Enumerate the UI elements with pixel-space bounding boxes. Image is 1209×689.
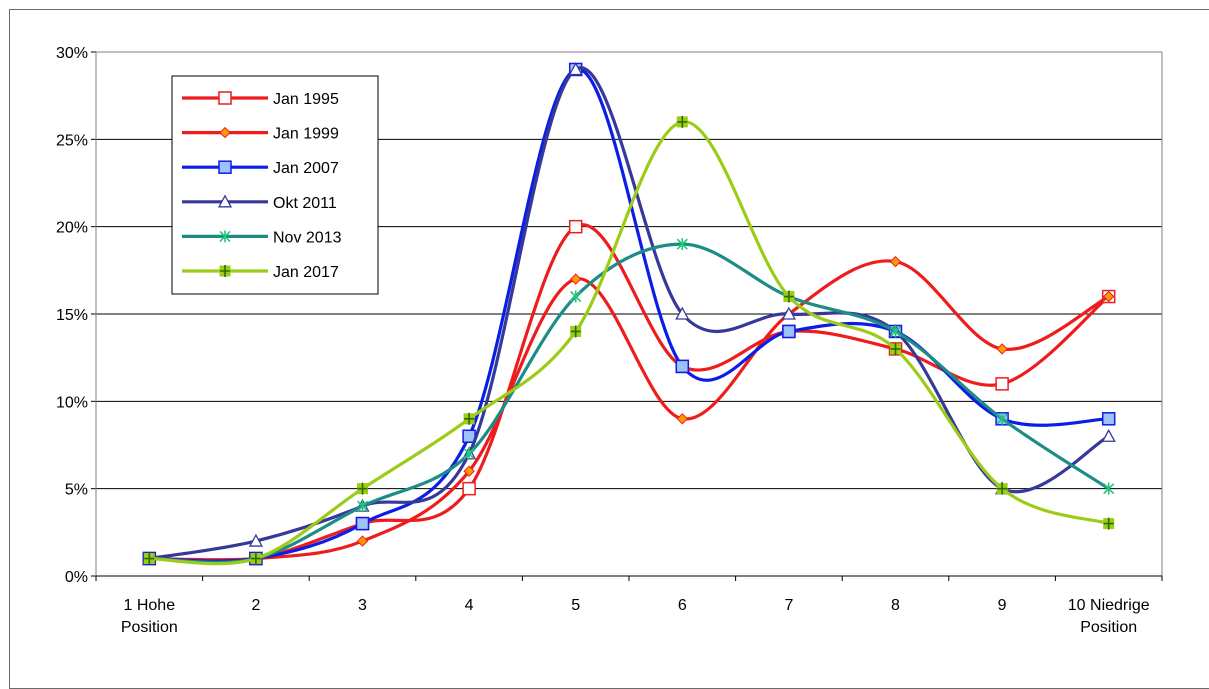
x-tick-label: 7	[784, 597, 793, 614]
legend-label: Jan 2007	[273, 160, 339, 177]
marker-plus	[250, 552, 261, 565]
marker-diamond	[676, 413, 689, 425]
legend-label: Okt 2011	[273, 195, 337, 212]
marker-asterisk	[356, 500, 369, 513]
marker-square	[568, 219, 583, 234]
marker-square	[355, 516, 370, 531]
marker-diamond	[219, 126, 231, 139]
legend: Jan 1995 Jan 1999 Jan 2007 Okt 2011 Nov 2013…	[171, 75, 379, 295]
series-layer	[142, 62, 1116, 566]
y-tick-label: 0%	[65, 569, 88, 586]
series-line	[149, 242, 1110, 564]
marker-plus	[1103, 517, 1114, 530]
marker-diamond	[996, 343, 1008, 355]
legend-entry: Jan 1995	[182, 91, 339, 108]
marker-square	[675, 359, 690, 374]
marker-diamond	[569, 273, 582, 285]
marker-triangle	[568, 62, 583, 76]
y-tick-label: 5%	[65, 482, 88, 499]
marker-diamond	[356, 535, 369, 547]
marker-asterisk	[1103, 482, 1115, 495]
x-tick-label: 2	[251, 597, 260, 614]
x-tick-label: 1 Hohe Position	[121, 597, 178, 636]
marker-plus	[144, 552, 155, 565]
legend-box	[171, 75, 379, 295]
marker-plus	[890, 342, 901, 355]
marker-triangle	[217, 194, 233, 208]
legend-label: Jan 2017	[273, 264, 339, 281]
marker-plus	[570, 325, 581, 338]
marker-triangle	[1101, 428, 1116, 442]
x-tick-label: 6	[678, 597, 687, 614]
marker-asterisk	[219, 230, 231, 243]
marker-diamond	[889, 255, 902, 268]
marker-triangle	[248, 533, 263, 547]
x-tick-label: 9	[998, 597, 1007, 614]
marker-asterisk	[676, 238, 688, 251]
y-tick-label: 25%	[56, 132, 88, 149]
marker-diamond	[463, 465, 475, 477]
legend-entry: Jan 2007	[182, 160, 339, 177]
series-jan-2017	[143, 115, 1115, 566]
legend-entry: Nov 2013	[182, 229, 342, 246]
marker-plus	[677, 115, 688, 128]
x-tick-label: 5	[571, 597, 580, 614]
x-tick-label: 4	[465, 597, 474, 614]
legend-entry: Okt 2011	[182, 194, 337, 212]
marker-plus	[357, 482, 368, 495]
axes	[91, 51, 1163, 581]
y-tick-label: 10%	[56, 394, 88, 411]
legend-label: Jan 1995	[273, 91, 339, 108]
x-tick-label: 3	[358, 597, 367, 614]
series-jan-1999	[143, 255, 1115, 565]
marker-asterisk	[996, 412, 1008, 425]
y-tick-label: 20%	[56, 220, 88, 237]
marker-plus	[220, 265, 230, 277]
legend-entry: Jan 1999	[182, 126, 339, 143]
legend-entry: Jan 2017	[182, 264, 339, 281]
series-line	[149, 259, 1110, 562]
marker-asterisk	[570, 290, 582, 303]
x-tick-label: 8	[891, 597, 900, 614]
marker-asterisk	[889, 325, 902, 338]
y-tick-label: 15%	[56, 307, 88, 324]
line-chart: 0% 5% 10% 15% 20% 25% 30% 1 Hohe Position 2 3 4 5 6 7 8…	[56, 45, 1163, 636]
marker-plus	[464, 412, 475, 425]
marker-asterisk	[463, 447, 475, 460]
legend-label: Nov 2013	[273, 229, 342, 246]
marker-triangle	[781, 306, 796, 320]
marker-square	[995, 377, 1009, 391]
tick-labels: 0% 5% 10% 15% 20% 25% 30% 1 Hohe Position 2 3 4 5 6 7 8…	[56, 45, 1150, 636]
legend-label: Jan 1999	[273, 126, 339, 143]
marker-triangle	[675, 306, 690, 320]
x-tick-label: 10 Niedrige Position	[1068, 597, 1150, 636]
series-line	[149, 120, 1110, 566]
marker-plus	[997, 482, 1008, 495]
marker-plus	[783, 290, 794, 303]
marker-square	[782, 324, 796, 339]
y-tick-label: 30%	[56, 45, 88, 62]
marker-square	[218, 160, 232, 174]
marker-square	[462, 481, 476, 496]
marker-diamond	[1102, 290, 1115, 303]
marker-square	[1101, 412, 1116, 426]
marker-square	[218, 91, 232, 105]
